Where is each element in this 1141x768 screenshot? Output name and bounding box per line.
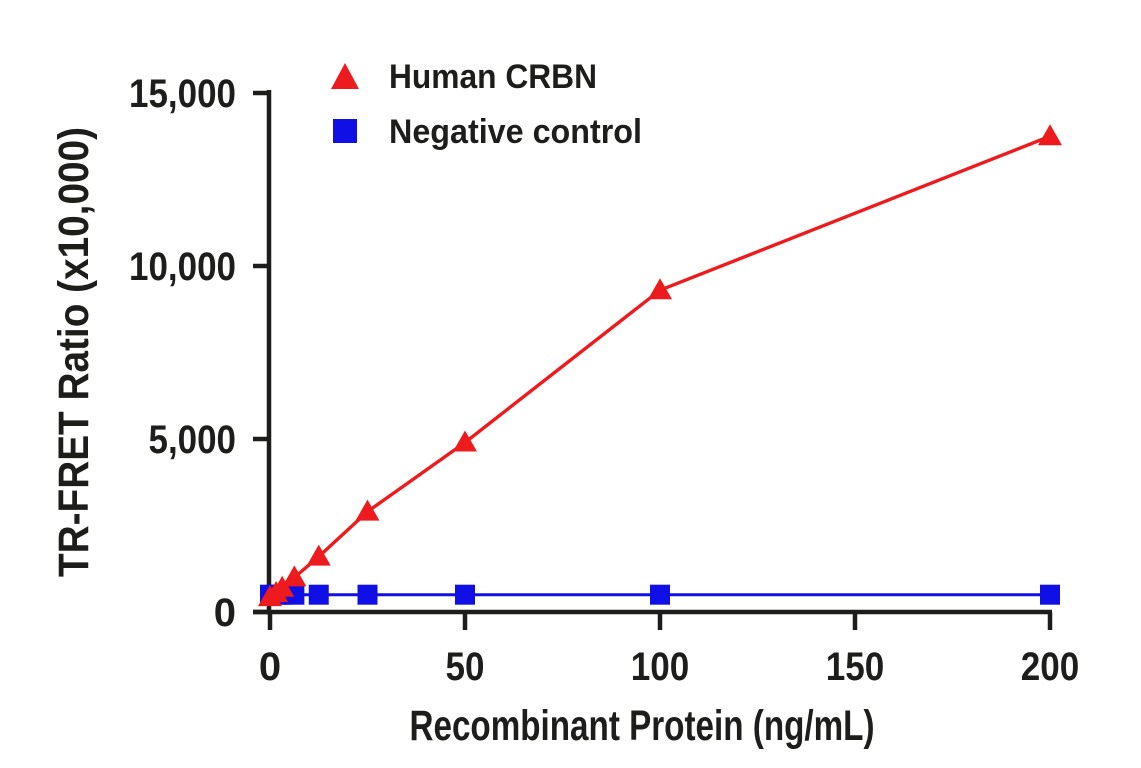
human-crbn-point-marker — [282, 565, 307, 587]
y-tick-label: 0 — [214, 591, 236, 635]
y-tick-label: 5,000 — [149, 418, 237, 462]
legend-human-crbn-label: Human CRBN — [389, 58, 597, 96]
human-crbn-point-marker — [306, 544, 331, 566]
x-axis-title: Recombinant Protein (ng/mL) — [410, 702, 875, 750]
x-tick-label: 100 — [631, 645, 690, 689]
human-crbn-point-marker — [355, 499, 380, 521]
human-crbn-point-marker — [648, 278, 672, 300]
legend-human-crbn-triangle-icon — [331, 63, 359, 89]
negative-control-point-marker — [650, 584, 670, 605]
x-tick-label: 200 — [1021, 645, 1080, 689]
negative-control-point-marker — [1040, 584, 1060, 605]
human-crbn-point-marker — [1038, 124, 1062, 146]
legend-negative-control-label: Negative control — [389, 113, 642, 151]
negative-control-point-marker — [455, 584, 475, 605]
y-tick-label: 10,000 — [129, 245, 236, 289]
legend-negative-control-square-icon — [333, 119, 357, 143]
y-tick-label: 15,000 — [129, 72, 236, 116]
human-crbn-line — [269, 134, 1051, 599]
plot-area: 0 50 100 150 200 0 5,000 10,000 15,000 — [129, 72, 1079, 689]
y-axis-title: TR-FRET Ratio (x10,000) — [50, 127, 98, 577]
legend: Human CRBN Negative control — [331, 58, 642, 151]
x-tick-label: 50 — [446, 645, 485, 689]
human-crbn-point-marker — [270, 575, 295, 597]
x-tick-label: 0 — [259, 645, 281, 689]
negative-control-point-marker — [308, 584, 329, 605]
human-crbn-point-marker — [453, 430, 477, 452]
negative-control-point-marker — [357, 584, 378, 605]
x-tick-label: 150 — [826, 645, 885, 689]
